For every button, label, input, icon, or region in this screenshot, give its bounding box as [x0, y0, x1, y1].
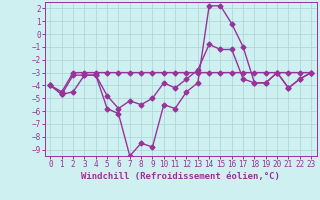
X-axis label: Windchill (Refroidissement éolien,°C): Windchill (Refroidissement éolien,°C)	[81, 172, 280, 181]
